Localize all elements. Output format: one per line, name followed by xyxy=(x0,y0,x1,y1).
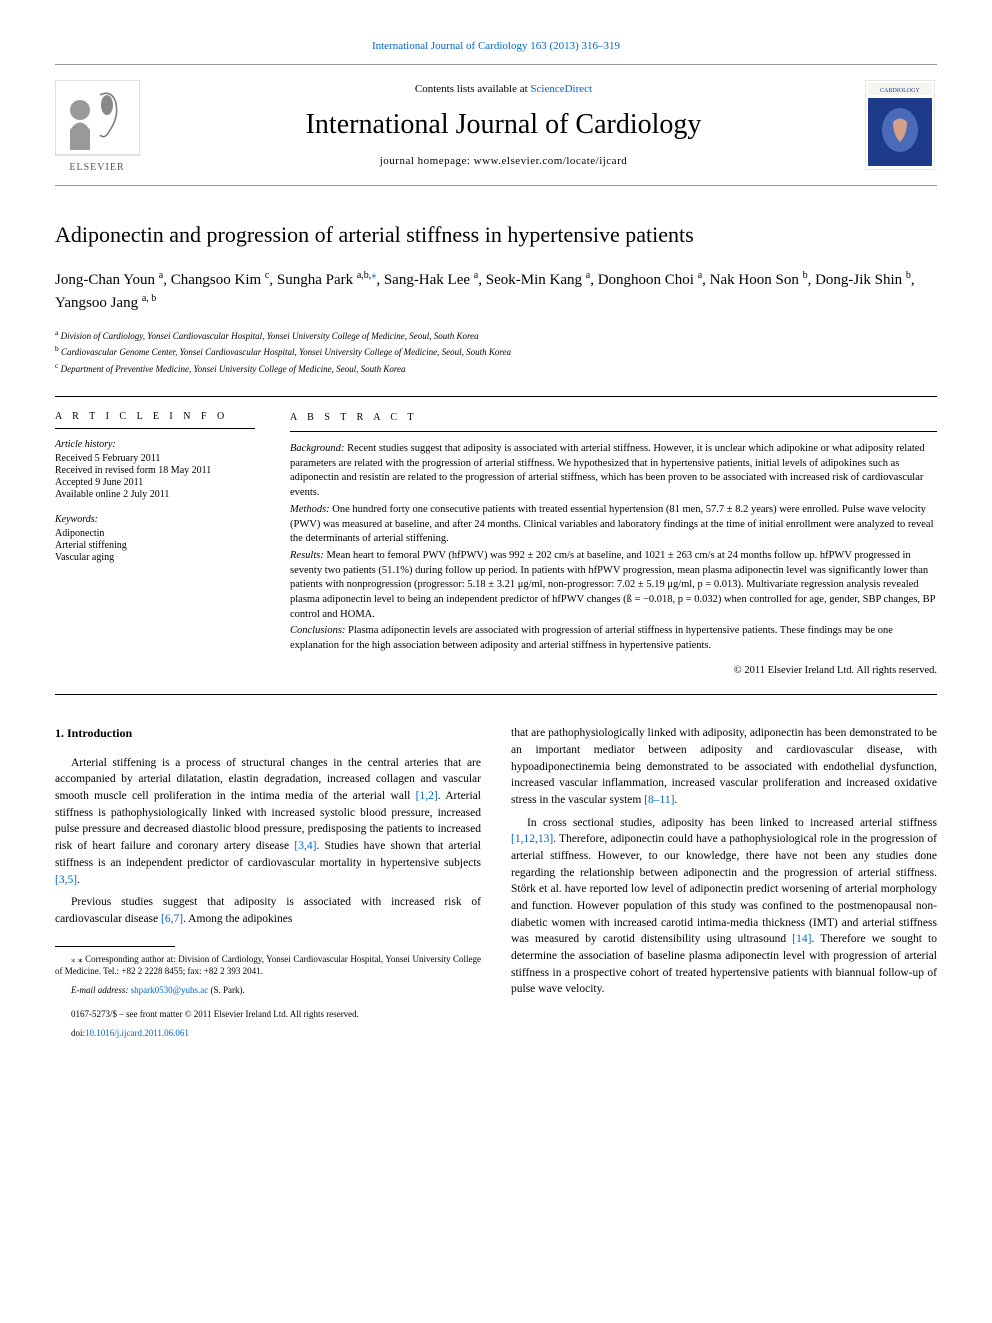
abstract-background: Background: Recent studies suggest that … xyxy=(290,442,937,501)
history-item: Available online 2 July 2011 xyxy=(55,489,255,500)
body-paragraph: Previous studies suggest that adiposity … xyxy=(55,894,481,927)
abstract-copyright: © 2011 Elsevier Ireland Ltd. All rights … xyxy=(290,664,937,679)
citation-link[interactable]: [3,5] xyxy=(55,874,77,886)
header-citation: International Journal of Cardiology 163 … xyxy=(55,40,937,52)
journal-name: International Journal of Cardiology xyxy=(145,109,862,141)
journal-homepage: journal homepage: www.elsevier.com/locat… xyxy=(145,155,862,167)
footnote-separator xyxy=(55,946,175,947)
keywords-label: Keywords: xyxy=(55,514,255,525)
author: Dong-Jik Shin b xyxy=(815,272,911,288)
masthead: ELSEVIER Contents lists available at Sci… xyxy=(55,64,937,186)
author: Changsoo Kim c xyxy=(171,272,270,288)
author: Donghoon Choi a xyxy=(598,272,702,288)
author: Sungha Park a,b,⁎ xyxy=(277,272,376,288)
body-column-right: that are pathophysiologically linked wit… xyxy=(511,725,937,1046)
abstract-conclusions: Conclusions: Plasma adiponectin levels a… xyxy=(290,624,937,653)
citation-link[interactable]: [1,12,13] xyxy=(511,833,553,845)
section-heading-introduction: 1. Introduction xyxy=(55,725,481,742)
sciencedirect-link[interactable]: ScienceDirect xyxy=(530,83,592,95)
affiliation: b Cardiovascular Genome Center, Yonsei C… xyxy=(55,343,937,360)
keyword: Arterial stiffening xyxy=(55,540,255,551)
article-info-sidebar: A R T I C L E I N F O Article history: R… xyxy=(55,397,270,694)
affiliation: c Department of Preventive Medicine, Yon… xyxy=(55,360,937,377)
contents-list-label: Contents lists available at ScienceDirec… xyxy=(145,83,862,95)
doi-link[interactable]: 10.1016/j.ijcard.2011.06.061 xyxy=(85,1028,189,1038)
author: Sang-Hak Lee a xyxy=(384,272,478,288)
citation-link[interactable]: International Journal of Cardiology 163 … xyxy=(372,40,620,52)
issn-line: 0167-5273/$ – see front matter © 2011 El… xyxy=(55,1008,481,1021)
keyword: Vascular aging xyxy=(55,552,255,563)
citation-link[interactable]: [14] xyxy=(792,933,811,945)
author-list: Jong-Chan Youn a, Changsoo Kim c, Sungha… xyxy=(55,268,937,315)
history-label: Article history: xyxy=(55,439,255,450)
citation-link[interactable]: [8–11] xyxy=(644,794,674,806)
article-title: Adiponectin and progression of arterial … xyxy=(55,221,937,250)
email-link[interactable]: shpark0530@yuhs.ac xyxy=(131,985,209,995)
doi-line: doi:10.1016/j.ijcard.2011.06.061 xyxy=(55,1027,481,1040)
corresponding-author-footnote: ⁎ ⁎ Corresponding author at: Division of… xyxy=(55,953,481,978)
body-column-left: 1. Introduction Arterial stiffening is a… xyxy=(55,725,481,1046)
affiliations: a Division of Cardiology, Yonsei Cardiov… xyxy=(55,327,937,377)
author: Jong-Chan Youn a xyxy=(55,272,163,288)
citation-link[interactable]: [1,2] xyxy=(416,790,438,802)
journal-cover-thumbnail: CARDIOLOGY xyxy=(862,75,937,175)
body-paragraph: Arterial stiffening is a process of stru… xyxy=(55,755,481,888)
article-body: 1. Introduction Arterial stiffening is a… xyxy=(55,725,937,1046)
svg-text:CARDIOLOGY: CARDIOLOGY xyxy=(880,88,920,94)
svg-text:ELSEVIER: ELSEVIER xyxy=(69,162,124,173)
article-info-heading: A R T I C L E I N F O xyxy=(55,411,255,429)
history-item: Accepted 9 June 2011 xyxy=(55,477,255,488)
history-item: Received 5 February 2011 xyxy=(55,453,255,464)
citation-link[interactable]: [3,4] xyxy=(294,840,316,852)
keyword: Adiponectin xyxy=(55,528,255,539)
citation-link[interactable]: [6,7] xyxy=(161,913,183,925)
publisher-logo: ELSEVIER xyxy=(55,75,145,175)
history-item: Received in revised form 18 May 2011 xyxy=(55,465,255,476)
body-paragraph: that are pathophysiologically linked wit… xyxy=(511,725,937,808)
abstract-heading: A B S T R A C T xyxy=(290,411,937,432)
abstract-results: Results: Mean heart to femoral PWV (hfPW… xyxy=(290,549,937,622)
author: Nak Hoon Son b xyxy=(710,272,808,288)
author: Yangsoo Jang a, b xyxy=(55,295,156,311)
email-footnote: E-mail address: shpark0530@yuhs.ac (S. P… xyxy=(55,984,481,997)
author: Seok-Min Kang a xyxy=(486,272,590,288)
abstract-methods: Methods: One hundred forty one consecuti… xyxy=(290,503,937,547)
body-paragraph: In cross sectional studies, adiposity ha… xyxy=(511,815,937,998)
abstract: A B S T R A C T Background: Recent studi… xyxy=(270,397,937,694)
affiliation: a Division of Cardiology, Yonsei Cardiov… xyxy=(55,327,937,344)
